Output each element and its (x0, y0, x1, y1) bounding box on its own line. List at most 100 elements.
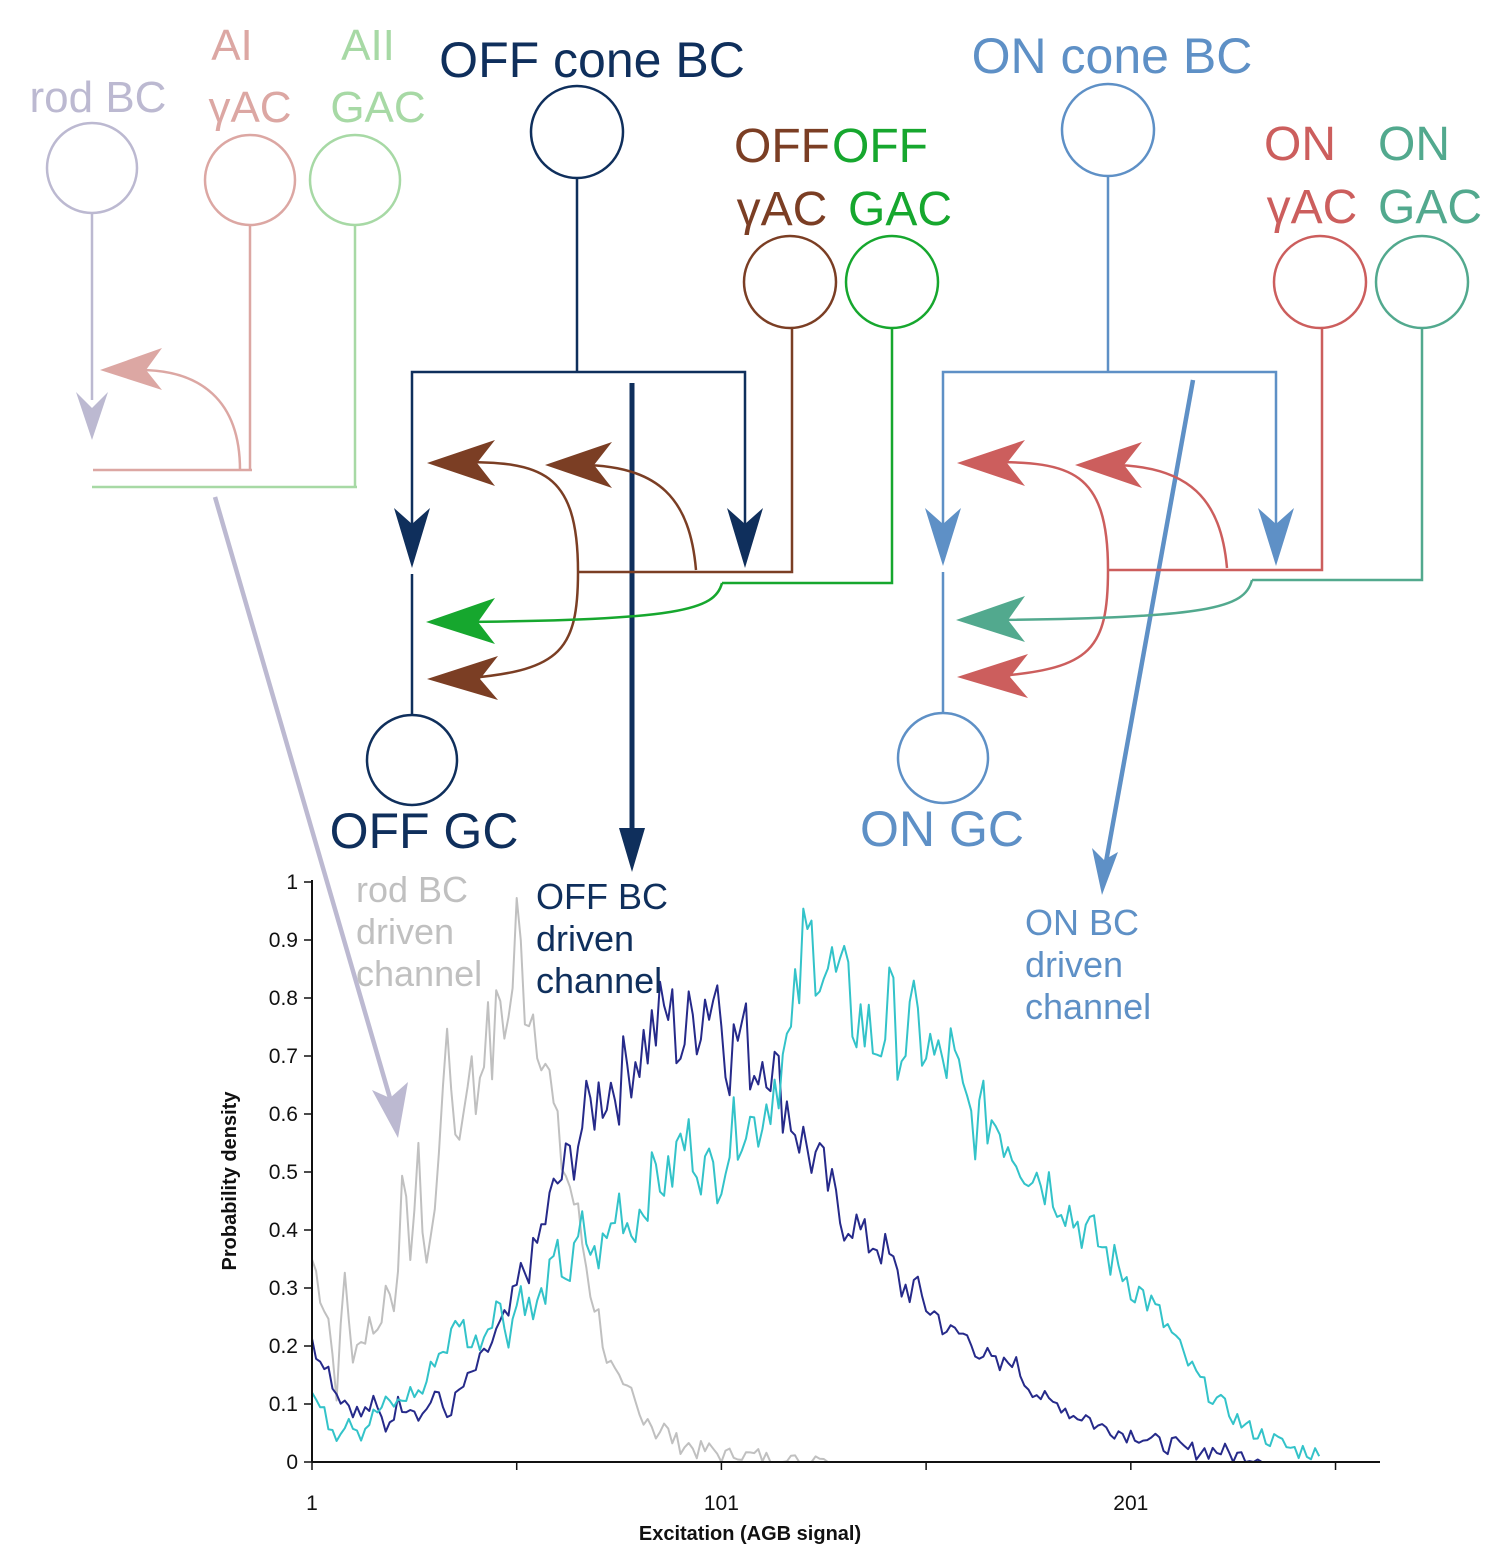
y-tick-label: 0.8 (269, 987, 298, 1010)
y-tick-label: 0.3 (269, 1277, 298, 1300)
off-ac-curve-1 (459, 460, 580, 573)
on-gc-label: ON GC (860, 801, 1024, 857)
off-gac-label-line1: OFF (832, 120, 928, 173)
on-gac-axon (1252, 328, 1424, 582)
on-gac-curve (989, 579, 1254, 622)
rod-channel-label-line2: driven (356, 911, 454, 952)
y-tick-label: 0.1 (269, 1393, 298, 1416)
on-gac-arrowhead (956, 596, 1025, 642)
on-ac-arrowhead-1 (957, 440, 1025, 486)
on-gac-label-line2: GAC (1378, 181, 1482, 234)
off-ac-arrowhead-2 (545, 442, 612, 488)
off-gc-cell (365, 713, 459, 807)
on-bc-arrowhead-left (925, 508, 961, 566)
on-ac-arrowhead-2 (1075, 442, 1142, 488)
rod-channel-arrowhead (372, 1082, 408, 1138)
aii-cell (308, 133, 402, 227)
on-ac-curve-2 (1109, 463, 1229, 569)
on-ac-arrowhead-3 (957, 654, 1028, 698)
x-ticks: 1 101 201 (306, 1462, 1337, 1515)
y-tick-label: 0.2 (269, 1335, 298, 1358)
off-ac-curve-2 (579, 463, 698, 571)
on-channel-label-line3: channel (1025, 986, 1151, 1027)
off-ac-cell (742, 234, 838, 330)
y-tick-label: 0.4 (269, 1219, 299, 1242)
on-ac-label-line1: ON (1264, 118, 1336, 171)
ai-curve (139, 368, 242, 471)
ai-label-line2: γAC (208, 83, 291, 132)
off-channel-label-line3: channel (536, 960, 662, 1001)
off-cone-bc-label: OFF cone BC (439, 32, 745, 88)
on-ac-cell (1272, 234, 1368, 330)
rod-channel-label: rod BC driven channel (356, 869, 482, 994)
x-tick-label: 101 (704, 1492, 739, 1515)
y-tick-label: 0.7 (269, 1045, 298, 1068)
x-axis-label: Excitation (AGB signal) (639, 1523, 861, 1545)
x-tick-label: 201 (1113, 1492, 1148, 1515)
off-bc-arrowhead-right (727, 508, 763, 568)
rod-series-line (311, 897, 836, 1463)
off-series-line (311, 980, 1270, 1463)
rod-channel-label-line3: channel (356, 953, 482, 994)
off-channel-label: OFF BC driven channel (536, 876, 668, 1001)
on-ac-label-line2: γAC (1267, 181, 1358, 234)
on-bc-branch (941, 370, 1278, 540)
ai-arrowhead (100, 348, 162, 390)
ai-label-line1: AI (211, 21, 253, 70)
off-ac-label-line2: γAC (737, 183, 828, 236)
x-tick-label: 1 (306, 1492, 318, 1515)
rod-channel-pointer (212, 496, 395, 1106)
off-gc-label: OFF GC (330, 803, 519, 859)
off-bc-arrowhead-left (394, 508, 430, 568)
off-ac-arrowhead-1 (427, 440, 495, 486)
probability-density-chart: 0 0.1 0.2 0.3 0.4 0.5 0.6 0.7 0.8 0.9 1 1 101 201 Pr… (219, 869, 1380, 1545)
chart-traces (311, 897, 1321, 1463)
on-channel-pointer (1103, 379, 1196, 863)
ai-cell (203, 133, 297, 227)
off-gac-label-line2: GAC (848, 183, 952, 236)
y-axis-label: Probability density (219, 1091, 241, 1271)
y-tick-label: 1 (286, 871, 298, 894)
off-ac-label-line1: OFF (734, 120, 830, 173)
on-channel-arrowhead (1092, 848, 1118, 895)
on-ac-curve-1 (989, 460, 1110, 571)
on-bc-arrowhead-right (1258, 508, 1294, 566)
y-tick-label: 0.5 (269, 1161, 298, 1184)
y-tick-label: 0.6 (269, 1103, 298, 1126)
y-ticks: 0 0.1 0.2 0.3 0.4 0.5 0.6 0.7 0.8 0.9 1 (269, 871, 312, 1474)
off-cone-bc-cell (529, 84, 625, 180)
off-gac-axon (722, 328, 894, 585)
on-cone-bc-cell (1060, 82, 1156, 178)
off-gac-arrowhead (426, 598, 495, 644)
on-pathway: ON cone BC ON γAC ON GAC ON GC (860, 28, 1482, 895)
off-gac-cell (844, 234, 940, 330)
rod-bc-arrowhead (76, 392, 108, 440)
off-bc-branch (410, 370, 747, 540)
off-channel-arrowhead (619, 828, 645, 872)
on-gac-cell (1374, 234, 1470, 330)
off-ac-curve-3 (469, 571, 580, 680)
off-gac-curve (459, 582, 724, 624)
on-channel-label-line1: ON BC (1025, 902, 1139, 943)
rod-bc-cell (45, 121, 139, 215)
y-tick-label: 0 (286, 1451, 298, 1474)
on-channel-label: ON BC driven channel (1025, 902, 1151, 1027)
rod-channel-label-line1: rod BC (356, 869, 468, 910)
on-ac-axon (1108, 328, 1324, 572)
off-pathway: OFF cone BC OFF γAC OFF GAC OFF GC (330, 32, 952, 872)
on-gc-cell (896, 711, 990, 805)
off-channel-label-line2: driven (536, 918, 634, 959)
on-ac-curve-3 (999, 569, 1110, 678)
on-cone-bc-label: ON cone BC (972, 28, 1253, 84)
y-tick-label: 0.9 (269, 929, 298, 952)
rod-bc-label: rod BC (30, 73, 167, 122)
off-ac-axon (578, 328, 794, 574)
on-channel-label-line2: driven (1025, 944, 1123, 985)
on-gac-label-line1: ON (1378, 118, 1450, 171)
off-ac-arrowhead-3 (427, 656, 498, 700)
rod-pathway: rod BC AI γAC AII GAC (30, 21, 426, 1138)
on-series-line (311, 907, 1321, 1461)
off-channel-label-line1: OFF BC (536, 876, 668, 917)
aii-label-line2: GAC (330, 83, 425, 132)
